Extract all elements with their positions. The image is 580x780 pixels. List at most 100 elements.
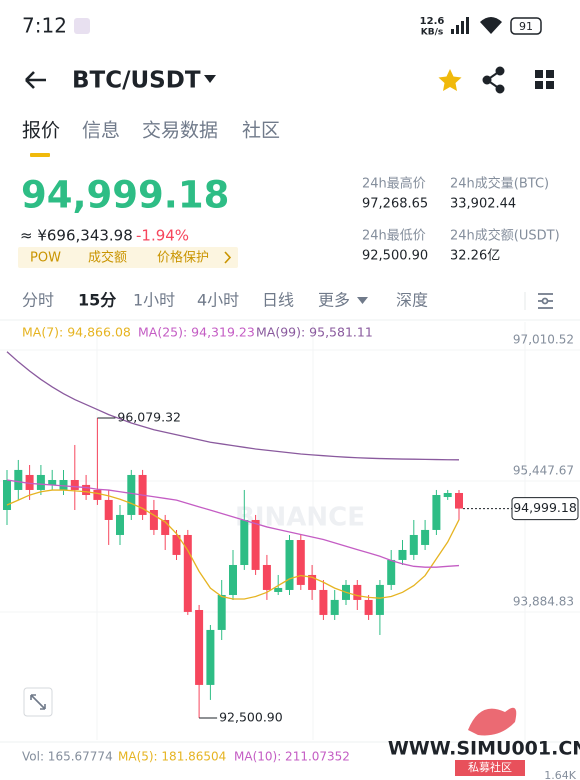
stat-value: 32.26亿 bbox=[450, 249, 500, 264]
ma-line bbox=[6, 489, 460, 600]
signal-icon bbox=[451, 17, 469, 34]
favorite-button[interactable] bbox=[438, 69, 462, 91]
stat-label: 24h成交额(USDT) bbox=[450, 228, 560, 244]
candle-body bbox=[127, 474, 136, 515]
volume-label: Vol: 165.67774 bbox=[22, 750, 113, 764]
net-speed: 12.6 bbox=[420, 16, 445, 27]
candle-body bbox=[353, 584, 362, 600]
candle-body bbox=[251, 519, 260, 570]
stat-value: 33,902.44 bbox=[450, 197, 516, 212]
stat-label: 24h最低价 bbox=[362, 229, 426, 244]
last-price: 94,999.18 bbox=[21, 174, 229, 217]
tab[interactable]: 报价 bbox=[22, 120, 60, 142]
candle-body bbox=[195, 609, 204, 685]
candle-body bbox=[262, 564, 271, 590]
interval[interactable]: 更多 bbox=[318, 291, 350, 310]
stat-value: 97,268.65 bbox=[362, 197, 428, 212]
price-tag[interactable]: POW bbox=[30, 251, 61, 266]
candle-body bbox=[93, 489, 102, 500]
vertical-grid bbox=[96, 322, 526, 740]
candle-body bbox=[59, 479, 68, 490]
interval[interactable]: 4小时 bbox=[197, 291, 239, 310]
candle-body bbox=[240, 519, 249, 565]
candle-body bbox=[330, 599, 339, 615]
more-dropdown[interactable] bbox=[357, 297, 368, 304]
pair-title[interactable]: BTC/USDT bbox=[72, 68, 201, 94]
candle-body bbox=[455, 492, 463, 509]
footer-site: WWW.SIMU001.CN bbox=[388, 738, 580, 760]
stat-value: 92,500.90 bbox=[362, 249, 428, 264]
candle-body bbox=[229, 564, 237, 595]
candle-body bbox=[274, 587, 283, 592]
last-price-box bbox=[511, 497, 579, 521]
candle-body bbox=[25, 474, 34, 490]
share-button[interactable] bbox=[482, 66, 505, 94]
tag-bar bbox=[18, 247, 238, 268]
candle-body bbox=[421, 529, 430, 545]
candle-body bbox=[48, 479, 57, 485]
candle-body bbox=[398, 549, 407, 560]
battery-level: 91 bbox=[519, 20, 533, 33]
stat-label: 24h最高价 bbox=[362, 176, 426, 192]
tab[interactable]: 信息 bbox=[82, 120, 120, 142]
candle-body bbox=[285, 540, 294, 590]
price-tag[interactable]: 价格保护 bbox=[157, 250, 209, 266]
wifi-icon bbox=[480, 17, 502, 34]
candle-body bbox=[364, 599, 373, 615]
candle-body bbox=[217, 594, 226, 630]
candle-body bbox=[443, 492, 452, 498]
interval[interactable]: 15分 bbox=[78, 291, 116, 310]
candle-body bbox=[432, 495, 441, 530]
tag-chevron[interactable] bbox=[224, 251, 232, 264]
annotation-label: 92,500.90 bbox=[219, 709, 283, 724]
volume-axis-label: 1.64K bbox=[544, 769, 576, 780]
candle-body bbox=[206, 629, 215, 685]
candle-body bbox=[319, 589, 328, 615]
expand-icon bbox=[30, 694, 46, 710]
footer-name-bg bbox=[455, 760, 525, 776]
tab[interactable]: 交易数据 bbox=[142, 120, 218, 142]
y-tick-label: 93,884.83 bbox=[513, 594, 574, 608]
y-tick-label: 95,447.67 bbox=[513, 463, 574, 477]
interval[interactable]: 分时 bbox=[22, 291, 54, 310]
layout-button[interactable] bbox=[535, 70, 554, 89]
ma-legend: MA(99): 95,581.11 bbox=[256, 325, 373, 340]
interval[interactable]: 1小时 bbox=[133, 291, 175, 310]
candle-body bbox=[183, 534, 192, 612]
footer-logo bbox=[468, 707, 517, 736]
candle-body bbox=[409, 534, 418, 555]
interval[interactable]: 日线 bbox=[262, 291, 294, 310]
net-unit: KB/s bbox=[421, 28, 443, 38]
last-price-label: 94,999.18 bbox=[513, 500, 577, 515]
candle-body bbox=[149, 510, 158, 530]
price-cny: ≈ ¥696,343.98 bbox=[20, 227, 133, 245]
volume-ma10: MA(10): 211.07352 bbox=[234, 750, 350, 764]
tab[interactable]: 社区 bbox=[242, 120, 280, 142]
chart-settings[interactable] bbox=[538, 293, 553, 309]
interval[interactable]: 深度 bbox=[396, 291, 428, 310]
candle-body bbox=[70, 479, 79, 490]
candle-body bbox=[82, 484, 91, 496]
app-icon bbox=[74, 18, 90, 34]
ma-legend: MA(7): 94,866.08 bbox=[22, 325, 131, 340]
candle-body bbox=[387, 559, 396, 585]
candle-body bbox=[161, 519, 170, 535]
tab-indicator bbox=[30, 153, 50, 157]
stat-label: 24h成交量(BTC) bbox=[450, 176, 549, 192]
candle-body bbox=[296, 540, 305, 585]
y-tick-label: 97,010.52 bbox=[513, 332, 574, 346]
ma-line bbox=[6, 479, 460, 568]
status-time: 7:12 bbox=[22, 14, 67, 38]
candle-body bbox=[104, 499, 113, 520]
candle-body bbox=[375, 584, 384, 615]
volume-ma5: MA(5): 181.86504 bbox=[118, 750, 226, 764]
candle-body bbox=[308, 574, 317, 590]
pair-dropdown[interactable] bbox=[204, 75, 216, 83]
candle-body bbox=[14, 469, 23, 490]
back-button[interactable] bbox=[25, 71, 46, 89]
battery bbox=[510, 17, 542, 35]
footer-name: 私募社区 bbox=[468, 760, 512, 774]
price-tag[interactable]: 成交额 bbox=[88, 250, 127, 266]
